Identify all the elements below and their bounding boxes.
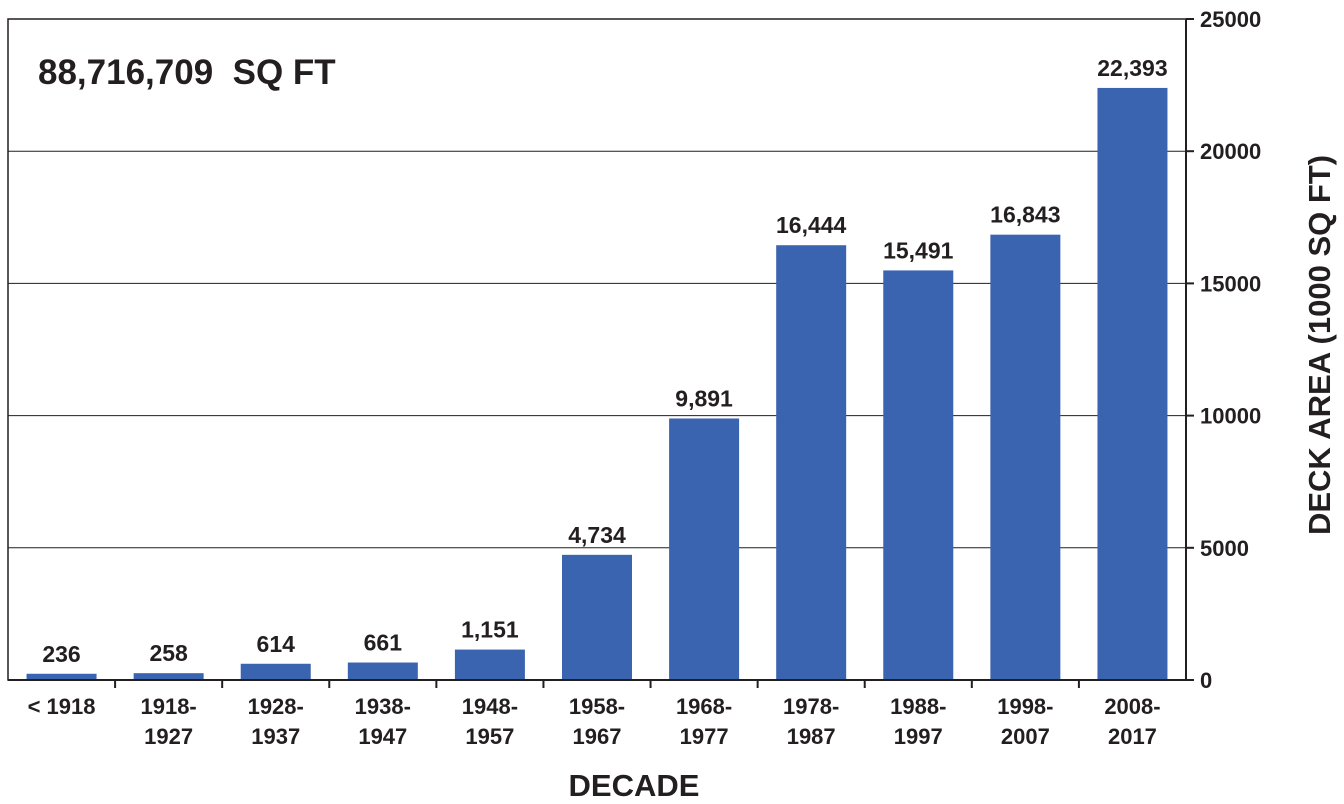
bar-value-label: 258 [149,640,188,666]
bar [133,673,204,680]
x-tick-label: 1987 [787,724,836,749]
x-tick-label: 2008- [1104,694,1160,719]
bar-value-labels: 236 258 614 661 1,151 4,734 9,891 16,444 15,491 1… [42,55,1167,667]
x-tick-label: 1967 [573,724,622,749]
bar-value-label: 661 [364,630,403,656]
x-tick-label: 1918- [140,694,196,719]
bars [26,87,1168,680]
y-axis-title: DECK AREA (1000 SQ FT) [1302,155,1337,535]
x-tick-label: 2017 [1108,724,1157,749]
y-axis-ticks: 0 5000 10000 15000 20000 25000 [1186,7,1261,693]
bar-value-label: 236 [42,641,80,667]
y-tick-label: 15000 [1200,271,1261,296]
y-tick-label: 0 [1200,668,1212,693]
bar-value-label: 22,393 [1097,55,1167,81]
x-tick-label: 1997 [894,724,943,749]
x-tick-label: 1957 [465,724,514,749]
y-tick-label: 20000 [1200,139,1261,164]
bar [669,418,740,680]
x-axis-title: DECADE [569,768,700,803]
x-tick-label: 1958- [569,694,625,719]
bar [347,662,418,680]
y-tick-label: 25000 [1200,7,1261,32]
x-tick-label: 1978- [783,694,839,719]
x-tick-label: 2007 [1001,724,1050,749]
bar [26,673,97,680]
x-tick-label: 1928- [248,694,304,719]
bar [776,245,847,680]
x-tick-label: 1937 [251,724,300,749]
x-tick-label: < 1918 [28,694,96,719]
grid-lines [8,150,1186,549]
bar-value-label: 1,151 [461,617,519,643]
x-axis-ticks: < 1918 1918- 1927 1928- 1937 1938- 1947 1948- 19… [28,680,1161,749]
bar-value-label: 16,843 [990,202,1060,228]
total-area-annotation: 88,716,709 SQ FT [38,53,336,92]
bar-value-label: 9,891 [675,385,733,411]
x-tick-label: 1988- [890,694,946,719]
bar [1097,87,1168,680]
x-tick-label: 1968- [676,694,732,719]
bar [240,663,311,680]
bar-value-label: 16,444 [776,212,847,238]
bar [454,649,525,680]
bar-value-label: 4,734 [568,522,626,548]
x-tick-label: 1948- [462,694,518,719]
y-tick-label: 10000 [1200,404,1261,429]
y-tick-label: 5000 [1200,536,1249,561]
x-tick-label: 1938- [355,694,411,719]
x-tick-label: 1947 [358,724,407,749]
bar [562,554,632,680]
bar-value-label: 614 [257,631,296,657]
bar [883,270,954,680]
x-tick-label: 1927 [144,724,193,749]
bar-value-label: 15,491 [883,237,954,263]
bar [990,234,1061,680]
x-tick-label: 1998- [997,694,1053,719]
x-tick-label: 1977 [680,724,729,749]
